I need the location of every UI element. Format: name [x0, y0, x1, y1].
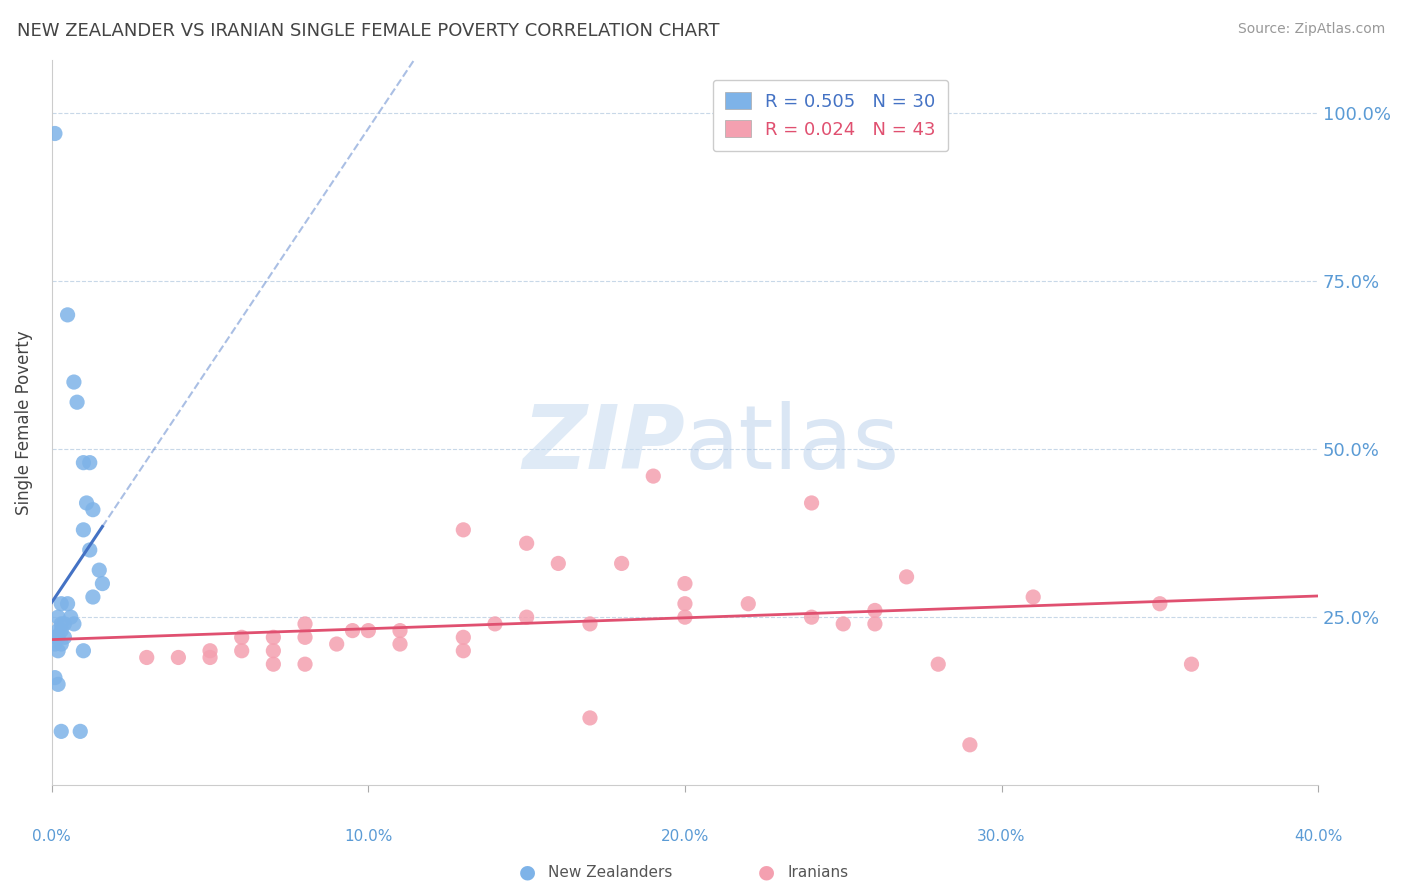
Point — [262, 644, 284, 658]
Point — [388, 624, 411, 638]
Point — [44, 630, 66, 644]
Point — [325, 637, 347, 651]
Point — [46, 610, 69, 624]
Point — [547, 557, 569, 571]
Point — [927, 657, 949, 672]
Point — [1022, 590, 1045, 604]
Text: NEW ZEALANDER VS IRANIAN SINGLE FEMALE POVERTY CORRELATION CHART: NEW ZEALANDER VS IRANIAN SINGLE FEMALE P… — [17, 22, 720, 40]
Point — [832, 616, 855, 631]
Point — [453, 523, 475, 537]
Legend: R = 0.505   N = 30, R = 0.024   N = 43: R = 0.505 N = 30, R = 0.024 N = 43 — [713, 79, 948, 152]
Point — [51, 724, 73, 739]
Point — [516, 610, 538, 624]
Point — [231, 644, 253, 658]
Text: Source: ZipAtlas.com: Source: ZipAtlas.com — [1237, 22, 1385, 37]
Point — [198, 650, 221, 665]
Point — [53, 630, 76, 644]
Point — [453, 644, 475, 658]
Text: 0.0%: 0.0% — [32, 829, 72, 844]
Text: Iranians: Iranians — [787, 865, 848, 880]
Point — [91, 576, 114, 591]
Text: 30.0%: 30.0% — [977, 829, 1026, 844]
Point — [82, 590, 104, 604]
Point — [89, 563, 111, 577]
Point — [72, 456, 94, 470]
Point — [82, 502, 104, 516]
Text: ZIP: ZIP — [522, 401, 685, 488]
Point — [579, 711, 602, 725]
Point — [673, 597, 696, 611]
Point — [643, 469, 665, 483]
Point — [610, 557, 633, 571]
Point — [198, 644, 221, 658]
Point — [46, 644, 69, 658]
Point — [516, 536, 538, 550]
Point — [135, 650, 157, 665]
Point — [800, 610, 823, 624]
Point — [63, 375, 86, 389]
Point — [46, 624, 69, 638]
Point — [63, 616, 86, 631]
Point — [294, 657, 316, 672]
Point — [46, 677, 69, 691]
Point — [79, 456, 101, 470]
Text: 40.0%: 40.0% — [1294, 829, 1343, 844]
Point — [44, 637, 66, 651]
Point — [51, 624, 73, 638]
Point — [737, 597, 759, 611]
Point — [673, 610, 696, 624]
Point — [79, 543, 101, 558]
Y-axis label: Single Female Poverty: Single Female Poverty — [15, 330, 32, 515]
Point — [72, 523, 94, 537]
Point — [484, 616, 506, 631]
Point — [388, 637, 411, 651]
Text: atlas: atlas — [685, 401, 900, 488]
Point — [1180, 657, 1202, 672]
Point — [76, 496, 98, 510]
Point — [69, 724, 91, 739]
Point — [342, 624, 364, 638]
Text: 10.0%: 10.0% — [344, 829, 392, 844]
Text: ●: ● — [519, 863, 536, 882]
Text: 20.0%: 20.0% — [661, 829, 709, 844]
Point — [72, 644, 94, 658]
Point — [59, 610, 82, 624]
Text: New Zealanders: New Zealanders — [548, 865, 672, 880]
Point — [44, 671, 66, 685]
Point — [959, 738, 981, 752]
Point — [56, 308, 79, 322]
Point — [357, 624, 380, 638]
Point — [800, 496, 823, 510]
Point — [262, 630, 284, 644]
Point — [56, 597, 79, 611]
Point — [66, 395, 89, 409]
Point — [294, 630, 316, 644]
Point — [294, 616, 316, 631]
Point — [53, 616, 76, 631]
Point — [863, 616, 886, 631]
Point — [51, 637, 73, 651]
Point — [673, 576, 696, 591]
Text: ●: ● — [758, 863, 775, 882]
Point — [896, 570, 918, 584]
Point — [51, 597, 73, 611]
Point — [579, 616, 602, 631]
Point — [46, 630, 69, 644]
Point — [1149, 597, 1171, 611]
Point — [262, 657, 284, 672]
Point — [863, 603, 886, 617]
Point — [167, 650, 190, 665]
Point — [44, 127, 66, 141]
Point — [51, 616, 73, 631]
Point — [453, 630, 475, 644]
Point — [231, 630, 253, 644]
